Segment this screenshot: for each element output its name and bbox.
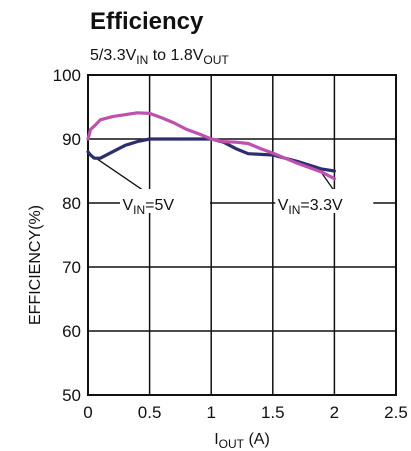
x-axis-label: IOUT (A) [214, 431, 270, 451]
chart-title: Efficiency [90, 8, 204, 35]
plot-frame [87, 74, 397, 396]
series-line [86, 111, 336, 181]
x-tick-label: 2.5 [384, 403, 408, 422]
y-tick-label: 100 [53, 66, 81, 85]
y-tick-labels: 50 60 70 80 90 100 [53, 66, 81, 405]
x-tick-label: 0 [83, 403, 92, 422]
y-tick-label: 90 [62, 130, 81, 149]
y-tick-label: 70 [62, 258, 81, 277]
chart-subtitle: 5/3.3VIN to 1.8VOUT [90, 47, 229, 67]
series-layer [86, 111, 336, 181]
series-annotation: VIN=3.3V [278, 197, 343, 217]
annotation-leader-5v [93, 156, 150, 196]
series-annotation: VIN=5V [122, 197, 174, 217]
x-tick-label: 0.5 [138, 403, 162, 422]
grid-lines [88, 75, 396, 395]
annotation-bg-5v [120, 189, 211, 213]
y-axis-label: EFFICIENCY(%) [27, 205, 44, 325]
y-tick-label: 60 [62, 322, 81, 341]
x-tick-labels: 0 0.5 1 1.5 2 2.5 [83, 403, 408, 422]
x-tick-label: 1 [206, 403, 215, 422]
x-tick-label: 2 [330, 403, 339, 422]
annotations: VIN=5V VIN=3.3V [120, 189, 374, 217]
y-tick-label: 50 [62, 386, 81, 405]
annotation-bg-3v3 [275, 189, 374, 213]
y-tick-label: 80 [62, 194, 81, 213]
x-tick-label: 1.5 [261, 403, 285, 422]
